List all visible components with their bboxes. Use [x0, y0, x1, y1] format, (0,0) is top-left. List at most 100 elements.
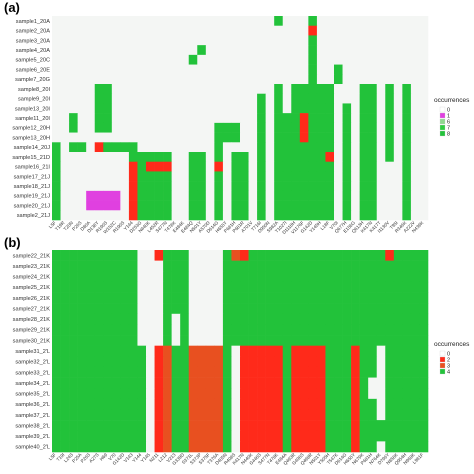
- heatmap-cell: [274, 54, 284, 65]
- heatmap-cell: [265, 356, 275, 368]
- heatmap-cell: [94, 122, 104, 133]
- heatmap-cell: [154, 181, 164, 192]
- heatmap-cell: [393, 181, 403, 192]
- heatmap-cell: [222, 161, 232, 172]
- heatmap-cell: [163, 152, 172, 163]
- heatmap-cell: [231, 271, 241, 283]
- heatmap-cell: [419, 54, 429, 65]
- heatmap-cell: [316, 250, 326, 261]
- heatmap-cell: [385, 313, 395, 325]
- heatmap-cell: [146, 54, 155, 65]
- heatmap-cell: [308, 335, 318, 346]
- heatmap-cell: [299, 260, 309, 272]
- heatmap-cell: [188, 303, 198, 315]
- heatmap-cell: [248, 356, 258, 368]
- heatmap-cell: [325, 84, 335, 95]
- heatmap-cell: [180, 210, 190, 221]
- heatmap-cell: [86, 398, 96, 410]
- heatmap-cell: [180, 181, 190, 192]
- heatmap-cell: [111, 292, 121, 304]
- heatmap-cell: [103, 441, 113, 453]
- heatmap-cell: [385, 281, 395, 293]
- heatmap-cell: [291, 35, 301, 46]
- heatmap-cell: [154, 441, 164, 453]
- heatmap-cell: [265, 161, 275, 172]
- heatmap-cell: [188, 190, 198, 201]
- heatmap-cell: [368, 303, 378, 315]
- heatmap-cell: [163, 356, 172, 368]
- heatmap-cell: [368, 313, 378, 325]
- heatmap-cell: [180, 122, 190, 133]
- heatmap-cell: [77, 409, 87, 421]
- heatmap-cell: [351, 74, 360, 85]
- heatmap-cell: [103, 122, 113, 133]
- heatmap-cell: [154, 200, 164, 211]
- heatmap-cell: [316, 35, 326, 46]
- heatmap-cell: [419, 377, 429, 389]
- heatmap-cell: [368, 35, 378, 46]
- heatmap-cell: [359, 113, 369, 124]
- heatmap-cell: [265, 54, 275, 65]
- heatmap-cell: [69, 54, 78, 65]
- heatmap-cell: [111, 441, 121, 453]
- heatmap-cell: [257, 161, 266, 172]
- heatmap-cell: [111, 122, 121, 133]
- column-label: V143: [123, 452, 134, 463]
- heatmap-cell: [205, 132, 215, 143]
- heatmap-cell: [393, 420, 403, 432]
- heatmap-cell: [154, 45, 164, 56]
- heatmap-cell: [197, 388, 207, 400]
- heatmap-cell: [163, 54, 172, 65]
- heatmap-cell: [52, 171, 61, 182]
- heatmap-cell: [325, 430, 335, 442]
- heatmap-cell: [205, 260, 215, 272]
- heatmap-cell: [240, 64, 249, 75]
- heatmap-cell: [385, 430, 395, 442]
- heatmap-cell: [69, 45, 78, 56]
- heatmap-cell: [60, 292, 70, 304]
- heatmap-cell: [385, 35, 395, 46]
- heatmap-cell: [376, 74, 386, 85]
- heatmap-cell: [146, 152, 155, 163]
- heatmap-cell: [154, 25, 164, 36]
- heatmap-cell: [274, 345, 284, 357]
- heatmap-cell: [231, 409, 241, 421]
- heatmap-cell: [111, 25, 121, 36]
- heatmap-cell: [257, 210, 266, 221]
- heatmap-cell: [410, 35, 420, 46]
- row-label: sample35_2'L: [15, 392, 50, 398]
- heatmap-cell: [180, 142, 190, 153]
- heatmap-cell: [86, 260, 96, 272]
- heatmap-cell: [205, 181, 215, 192]
- heatmap-cell: [402, 420, 412, 432]
- heatmap-cell: [137, 260, 147, 272]
- heatmap-cell: [334, 152, 343, 163]
- heatmap-cell: [111, 200, 121, 211]
- heatmap-cell: [188, 103, 198, 114]
- heatmap-cell: [128, 142, 138, 153]
- heatmap-cell: [274, 200, 284, 211]
- heatmap-cell: [171, 190, 181, 201]
- heatmap-cell: [188, 16, 198, 27]
- legend-swatch: [439, 124, 446, 131]
- heatmap-cell: [282, 200, 292, 211]
- heatmap-cell: [316, 142, 326, 153]
- heatmap-cell: [188, 113, 198, 124]
- row-label: sample37_2'L: [15, 413, 50, 419]
- column-label: P26S: [71, 220, 82, 231]
- heatmap-cell: [402, 250, 412, 261]
- heatmap-cell: [180, 64, 190, 75]
- heatmap-cell: [60, 377, 70, 389]
- heatmap-cell: [154, 103, 164, 114]
- heatmap-cell: [111, 420, 121, 432]
- heatmap-cell: [197, 260, 207, 272]
- heatmap-cell: [146, 171, 155, 182]
- heatmap-cell: [385, 200, 395, 211]
- heatmap-cell: [154, 171, 164, 182]
- heatmap-cell: [265, 345, 275, 357]
- legend-label: 0: [447, 352, 450, 358]
- heatmap-cell: [325, 35, 335, 46]
- heatmap-cell: [419, 409, 429, 421]
- heatmap-cell: [214, 430, 224, 442]
- heatmap-cell: [410, 181, 420, 192]
